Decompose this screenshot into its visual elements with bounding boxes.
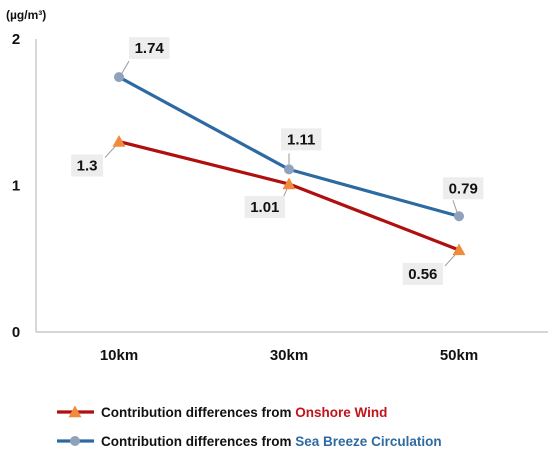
legend-label-highlight: Onshore Wind: [295, 405, 387, 420]
legend-item-sea-breeze: Contribution differences from Sea Breeze…: [57, 434, 442, 449]
x-tick-label: 10km: [100, 347, 138, 364]
y-tick-label: 2: [12, 31, 20, 48]
data-label-box: [443, 177, 484, 200]
data-point-marker: [284, 164, 294, 175]
data-point-marker: [114, 72, 124, 83]
legend-marker: [68, 405, 82, 418]
data-label-box: [71, 154, 103, 177]
data-point-marker: [454, 211, 464, 222]
data-point-marker: [282, 177, 296, 190]
data-point-marker: [452, 243, 466, 256]
series-lines: [112, 72, 466, 256]
data-labels: 1.3 1.01 0.56 1.74 1.11 0.79: [71, 37, 484, 285]
y-tick-label: 1: [12, 178, 20, 195]
label-leader-line: [104, 146, 116, 158]
legend-marker: [70, 436, 80, 446]
label-leader-line: [444, 254, 456, 267]
legend-label-prefix: Contribution differences from: [101, 405, 295, 420]
data-label-box: [281, 128, 322, 151]
x-tick-label: 50km: [440, 347, 478, 364]
label-leader-line: [452, 200, 458, 213]
data-label-box: [129, 37, 170, 60]
data-label-box: [402, 262, 443, 285]
data-label: 0.79: [449, 180, 478, 197]
legend-item-onshore-wind: Contribution differences from Onshore Wi…: [57, 405, 387, 420]
data-label: 0.56: [408, 266, 437, 283]
legend-label: Contribution differences from Onshore Wi…: [101, 405, 387, 420]
legend-label-prefix: Contribution differences from: [101, 434, 295, 449]
data-label: 1.3: [77, 158, 98, 175]
label-leader-line: [121, 60, 130, 74]
data-label: 1.11: [287, 131, 315, 148]
y-tick-label: 0: [12, 324, 20, 341]
legend-label-highlight: Sea Breeze Circulation: [295, 434, 441, 449]
y-unit-label: (µg/m³): [6, 8, 46, 22]
data-label: 1.74: [135, 40, 165, 57]
data-label: 1.01: [250, 199, 279, 216]
legend: Contribution differences from Onshore Wi…: [57, 405, 442, 449]
axes: (µg/m³) 0 1 2 10km 30km 50km: [6, 8, 548, 364]
x-tick-label: 30km: [270, 347, 308, 364]
legend-label: Contribution differences from Sea Breeze…: [101, 434, 442, 449]
data-point-marker: [112, 135, 126, 147]
data-label-box: [244, 196, 285, 219]
